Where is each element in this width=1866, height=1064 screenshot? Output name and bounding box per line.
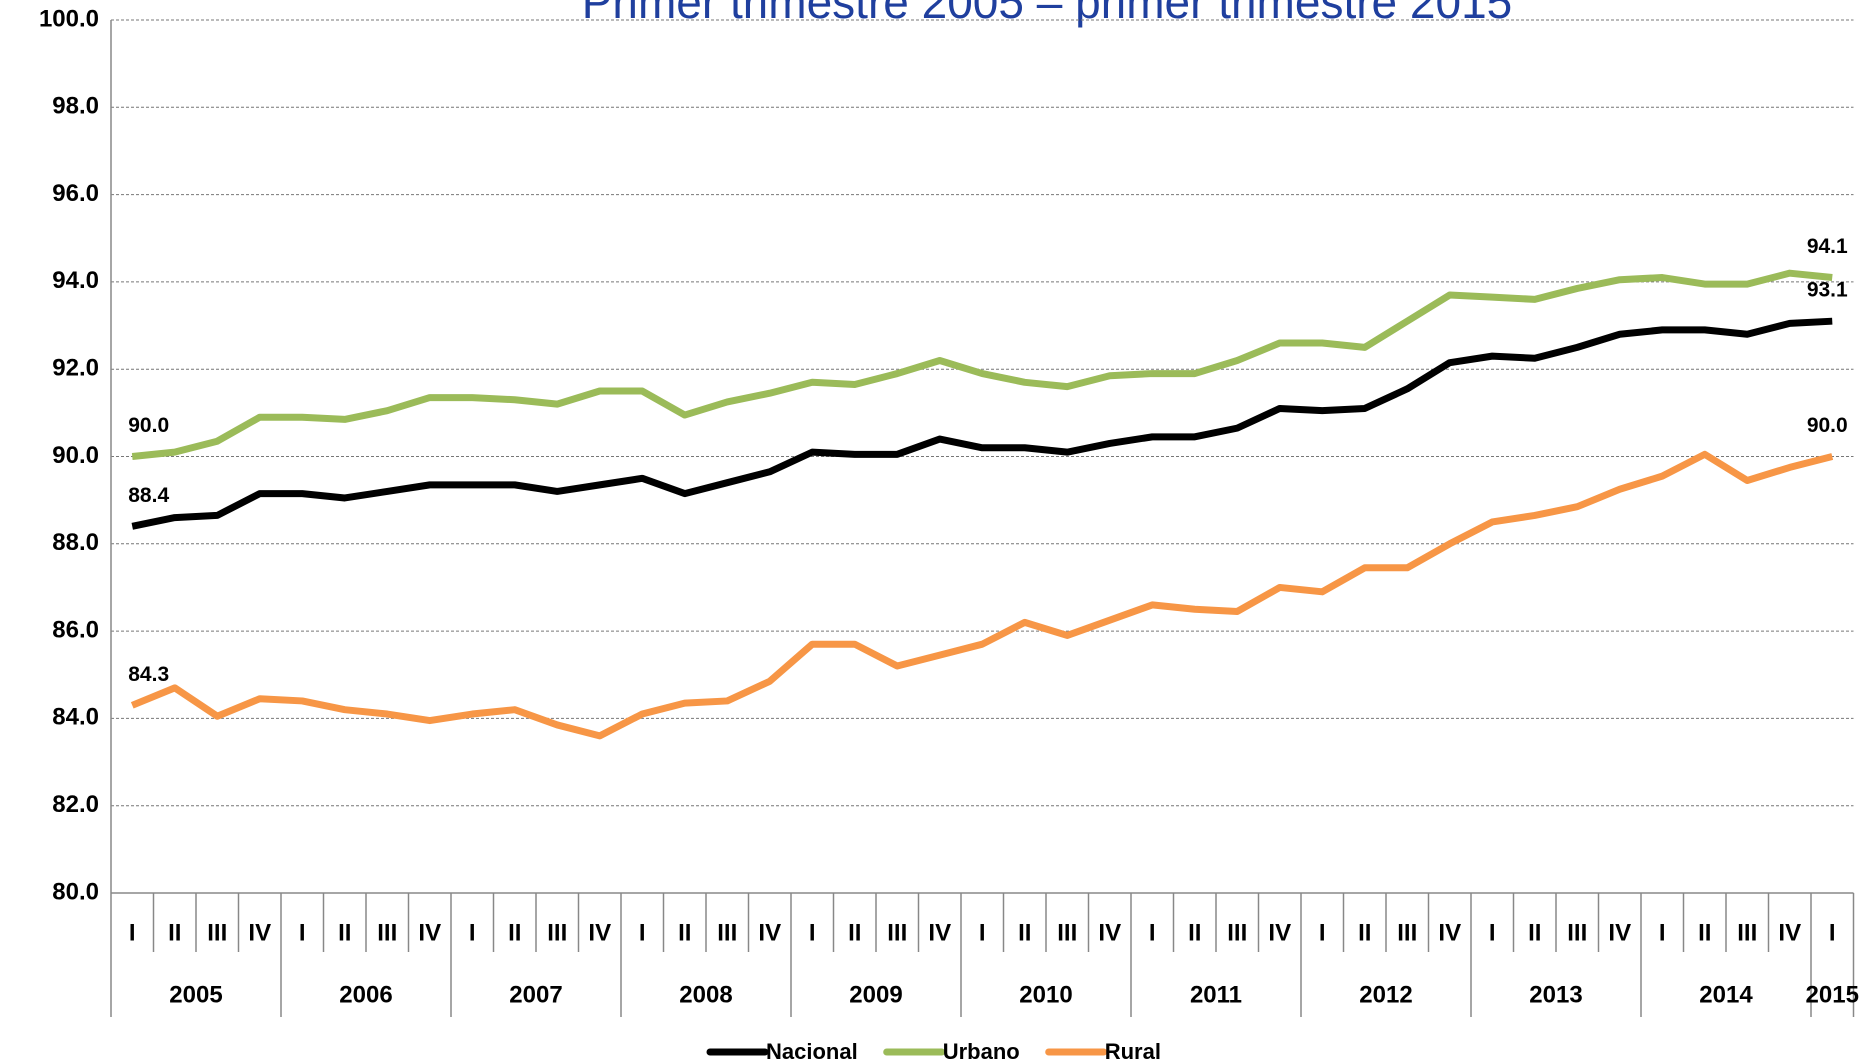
y-tick-label: 90.0: [52, 442, 99, 469]
series-line: [131, 317, 1833, 530]
y-tick-label: 86.0: [52, 616, 99, 643]
x-tick-label: I: [1489, 919, 1496, 946]
x-tick-label: III: [1737, 919, 1757, 946]
year-label: 2007: [509, 981, 562, 1008]
y-tick-label: 92.0: [52, 355, 99, 382]
x-tick-label: I: [469, 919, 476, 946]
y-tick-label: 80.0: [52, 878, 99, 905]
legend-label: Urbano: [943, 1039, 1020, 1064]
x-tick-label: II: [678, 919, 691, 946]
x-tick-label: IV: [1778, 919, 1801, 946]
x-tick-label: II: [1528, 919, 1541, 946]
year-label: 2008: [679, 981, 732, 1008]
legend-label: Rural: [1105, 1039, 1161, 1064]
year-label: 2011: [1190, 981, 1242, 1008]
data-label: 88.4: [128, 484, 169, 507]
x-tick-label: IV: [928, 919, 951, 946]
x-tick-label: II: [1018, 919, 1031, 946]
x-tick-label: I: [1319, 919, 1326, 946]
year-label: 2006: [339, 981, 392, 1008]
x-tick-label: IV: [1438, 919, 1461, 946]
y-tick-label: 96.0: [52, 180, 99, 207]
y-tick-label: 82.0: [52, 791, 99, 818]
x-tick-label: I: [639, 919, 646, 946]
x-tick-label: II: [338, 919, 351, 946]
x-tick-label: III: [1397, 919, 1417, 946]
x-tick-label: III: [717, 919, 737, 946]
x-tick-label: IV: [418, 919, 441, 946]
legend-label: Nacional: [766, 1039, 858, 1064]
x-tick-label: III: [377, 919, 397, 946]
x-tick-label: I: [1149, 919, 1156, 946]
year-label: 2010: [1019, 981, 1072, 1008]
x-tick-label: I: [1829, 919, 1836, 946]
data-label: 84.3: [128, 663, 169, 686]
data-label: 90.0: [1807, 414, 1848, 437]
x-tick-label: II: [168, 919, 181, 946]
x-tick-label: III: [207, 919, 227, 946]
chart-title: Primer trimestre 2005 – primer trimestre…: [582, 0, 1513, 28]
y-tick-label: 94.0: [52, 267, 99, 294]
x-tick-label: I: [129, 919, 136, 946]
x-tick-label: IV: [248, 919, 271, 946]
x-tick-label: III: [1227, 919, 1247, 946]
y-tick-label: 98.0: [52, 93, 99, 120]
data-label: 90.0: [128, 414, 169, 437]
x-tick-label: I: [1659, 919, 1666, 946]
x-tick-label: III: [887, 919, 907, 946]
x-tick-label: IV: [1098, 919, 1121, 946]
x-tick-label: III: [1057, 919, 1077, 946]
x-tick-label: II: [1698, 919, 1711, 946]
data-label: 93.1: [1807, 279, 1848, 302]
x-tick-label: IV: [1268, 919, 1291, 946]
year-label: 2014: [1699, 981, 1753, 1008]
x-tick-label: II: [508, 919, 521, 946]
year-label: 2012: [1359, 981, 1412, 1008]
x-tick-label: IV: [758, 919, 781, 946]
year-label: 2005: [169, 981, 222, 1008]
x-tick-label: I: [979, 919, 986, 946]
year-label: 2013: [1529, 981, 1582, 1008]
x-tick-label: II: [1358, 919, 1371, 946]
data-label: 94.1: [1807, 235, 1848, 258]
series-line: [130, 450, 1834, 740]
x-tick-label: III: [547, 919, 567, 946]
x-tick-label: I: [299, 919, 306, 946]
year-label: 2009: [849, 981, 902, 1008]
y-tick-label: 100.0: [39, 5, 99, 32]
x-tick-label: III: [1567, 919, 1587, 946]
x-tick-label: IV: [588, 919, 611, 946]
x-tick-label: II: [1188, 919, 1201, 946]
y-tick-label: 88.0: [52, 529, 99, 556]
x-tick-label: I: [809, 919, 816, 946]
x-tick-label: IV: [1608, 919, 1631, 946]
year-label: 2015: [1806, 981, 1859, 1008]
x-tick-label: II: [848, 919, 861, 946]
y-tick-label: 84.0: [52, 704, 99, 731]
series-line: [131, 269, 1833, 460]
